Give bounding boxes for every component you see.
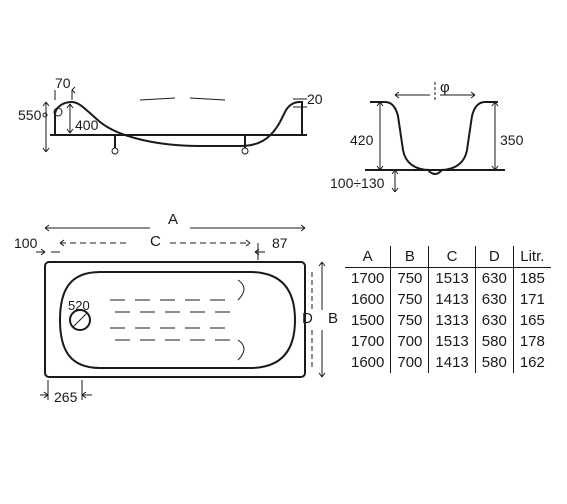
col-D: D xyxy=(475,246,513,268)
label-D: D xyxy=(302,310,313,327)
table-row: 16007001413580162 xyxy=(345,352,551,373)
dim-100-130: 100÷130 xyxy=(330,175,385,191)
top-view: 520 A C 100 87 B xyxy=(14,211,338,405)
side-profile: 70 550 400 20 xyxy=(18,75,323,154)
cross-section: φ 420 350 100÷130 xyxy=(330,79,524,192)
dim-87: 87 xyxy=(272,235,288,251)
dim-420: 420 xyxy=(350,132,374,148)
phi-label: φ xyxy=(440,79,450,96)
dim-20: 20 xyxy=(307,91,323,107)
label-A: A xyxy=(168,211,178,228)
table-row: 16007501413630171 xyxy=(345,289,551,310)
table-row: 17007501513630185 xyxy=(345,268,551,290)
dim-265: 265 xyxy=(54,389,78,405)
col-C: C xyxy=(429,246,475,268)
col-Litr: Litr. xyxy=(513,246,551,268)
dim-70: 70 xyxy=(55,75,71,91)
dim-550: 550 xyxy=(18,107,42,123)
label-C: C xyxy=(150,233,161,250)
table-row: 15007501313630165 xyxy=(345,310,551,331)
col-B: B xyxy=(391,246,429,268)
dim-520: 520 xyxy=(68,298,90,313)
dim-350: 350 xyxy=(500,132,524,148)
anti-slip-pattern xyxy=(110,300,230,340)
dim-100: 100 xyxy=(14,235,38,251)
table-row: 17007001513580178 xyxy=(345,331,551,352)
dim-400: 400 xyxy=(75,117,99,133)
label-B: B xyxy=(328,310,338,327)
spec-table: A B C D Litr. 17007501513630185 16007501… xyxy=(345,246,551,373)
col-A: A xyxy=(345,246,391,268)
